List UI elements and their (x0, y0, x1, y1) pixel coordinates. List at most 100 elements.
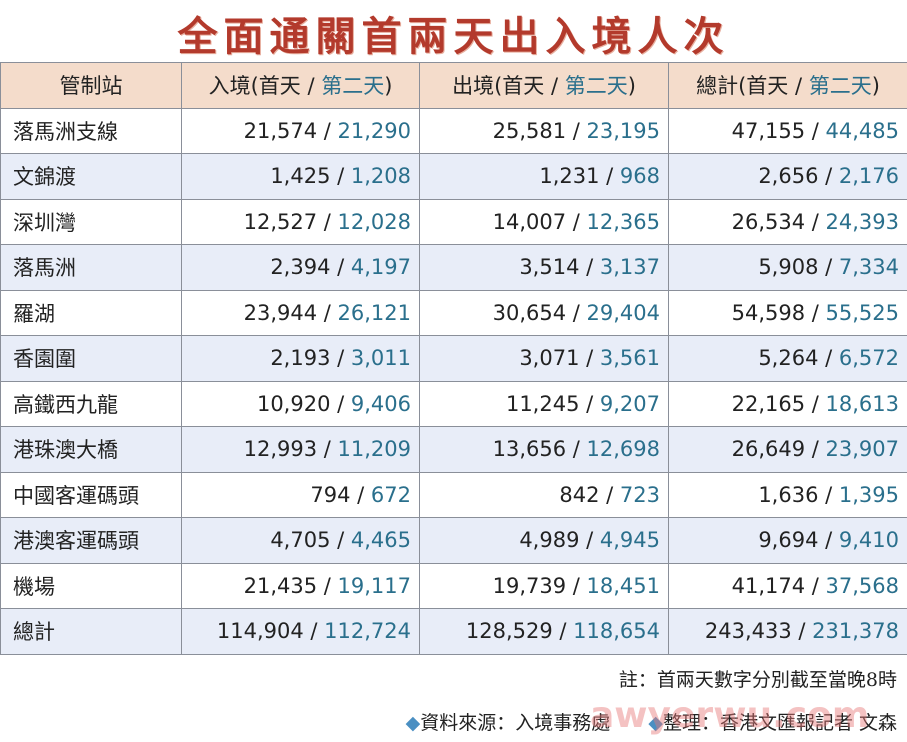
header-total: 總計(首天 / 第二天) (668, 62, 907, 109)
value-cell: 2,394 / 4,197 (181, 244, 420, 291)
day1-value: 1,425 (270, 164, 331, 189)
value-cell: 2,656 / 2,176 (668, 153, 907, 200)
day2-value: 9,410 (838, 528, 899, 553)
day1-value: 13,656 (492, 437, 567, 462)
value-cell: 114,904 / 112,724 (181, 608, 420, 655)
station-name: 中國客運碼頭 (0, 471, 182, 518)
value-cell: 10,920 / 9,406 (181, 380, 420, 427)
day1-value: 2,656 (758, 164, 819, 189)
value-cell: 4,705 / 4,465 (181, 517, 420, 564)
value-cell: 21,435 / 19,117 (181, 562, 420, 609)
day1-value: 26,534 (731, 209, 806, 234)
day1-value: 47,155 (731, 118, 806, 143)
day1-value: 41,174 (731, 573, 806, 598)
station-name: 機場 (0, 562, 182, 609)
day1-value: 5,908 (758, 255, 819, 280)
day2-value: 18,451 (586, 573, 660, 598)
value-cell: 2,193 / 3,011 (181, 335, 420, 382)
day1-value: 5,264 (758, 346, 819, 371)
day2-value: 9,406 (350, 391, 411, 416)
day1-value: 21,435 (243, 573, 318, 598)
value-cell: 26,534 / 24,393 (668, 198, 907, 245)
day2-value: 29,404 (586, 300, 660, 325)
day1-value: 23,944 (243, 300, 318, 325)
day2-value: 37,568 (825, 573, 899, 598)
header-departure: 出境(首天 / 第二天) (419, 62, 669, 109)
day1-value: 2,193 (270, 346, 331, 371)
value-cell: 1,231 / 968 (419, 153, 669, 200)
value-cell: 22,165 / 18,613 (668, 380, 907, 427)
day1-value: 19,739 (492, 573, 567, 598)
day1-value: 1,231 (539, 164, 600, 189)
day2-value: 672 (370, 482, 411, 507)
day2-value: 4,945 (599, 528, 660, 553)
day1-value: 128,529 (465, 619, 553, 644)
day2-value: 3,011 (350, 346, 411, 371)
day2-value: 3,561 (599, 346, 660, 371)
day2-value: 118,654 (573, 619, 660, 644)
table-row: 機場 21,435 / 19,117 19,739 / 18,451 41,174 /… (0, 562, 907, 609)
value-cell: 26,649 / 23,907 (668, 426, 907, 473)
day1-value: 12,993 (243, 437, 318, 462)
value-cell: 794 / 672 (181, 471, 420, 518)
day1-value: 1,636 (758, 482, 819, 507)
value-cell: 54,598 / 55,525 (668, 289, 907, 336)
value-cell: 12,527 / 12,028 (181, 198, 420, 245)
value-cell: 842 / 723 (419, 471, 669, 518)
day2-value: 12,698 (586, 437, 660, 462)
header-arrival: 入境(首天 / 第二天) (181, 62, 420, 109)
day1-value: 3,514 (519, 255, 580, 280)
day2-value: 11,209 (337, 437, 411, 462)
day1-value: 9,694 (758, 528, 819, 553)
day2-value: 1,208 (350, 164, 411, 189)
value-cell: 3,071 / 3,561 (419, 335, 669, 382)
table-row: 文錦渡 1,425 / 1,208 1,231 / 968 2,656 / 2,176 (0, 153, 907, 200)
table-header: 管制站 入境(首天 / 第二天) 出境(首天 / 第二天) 總計(首天 / 第二… (0, 62, 907, 109)
table-row: 高鐵西九龍 10,920 / 9,406 11,245 / 9,207 22,165 … (0, 380, 907, 427)
table-row: 落馬洲支線 21,574 / 21,290 25,581 / 23,195 47,15… (0, 107, 907, 154)
table-row: 深圳灣 12,527 / 12,028 14,007 / 12,365 26,534 … (0, 198, 907, 245)
value-cell: 13,656 / 12,698 (419, 426, 669, 473)
diamond-icon: ◆ (405, 712, 421, 734)
day1-value: 4,705 (270, 528, 331, 553)
day2-value: 23,195 (586, 118, 660, 143)
station-name: 港珠澳大橋 (0, 426, 182, 473)
day2-value: 7,334 (838, 255, 899, 280)
page-title: 全面通關首兩天出入境人次 (177, 14, 730, 60)
table-row: 港澳客運碼頭 4,705 / 4,465 4,989 / 4,945 9,694 / … (0, 517, 907, 564)
day1-value: 4,989 (519, 528, 580, 553)
day1-value: 26,649 (731, 437, 806, 462)
value-cell: 21,574 / 21,290 (181, 107, 420, 154)
station-name: 深圳灣 (0, 198, 182, 245)
day2-value: 6,572 (838, 346, 899, 371)
value-cell: 128,529 / 118,654 (419, 608, 669, 655)
day2-value: 4,197 (350, 255, 411, 280)
value-cell: 4,989 / 4,945 (419, 517, 669, 564)
day2-value: 1,395 (838, 482, 899, 507)
table-row: 港珠澳大橋 12,993 / 11,209 13,656 / 12,698 26,64… (0, 426, 907, 473)
station-name: 羅湖 (0, 289, 182, 336)
day1-value: 3,071 (519, 346, 580, 371)
day2-value: 18,613 (825, 391, 899, 416)
value-cell: 3,514 / 3,137 (419, 244, 669, 291)
value-cell: 1,636 / 1,395 (668, 471, 907, 518)
day2-value: 23,907 (825, 437, 899, 462)
day2-value: 9,207 (599, 391, 660, 416)
table-row: 香園圍 2,193 / 3,011 3,071 / 3,561 5,264 / 6,5… (0, 335, 907, 382)
table-row: 中國客運碼頭 794 / 672 842 / 723 1,636 / 1,395 (0, 471, 907, 518)
day1-value: 11,245 (505, 391, 580, 416)
station-name: 落馬洲支線 (0, 107, 182, 154)
day1-value: 14,007 (492, 209, 567, 234)
station-name: 香園圍 (0, 335, 182, 382)
day2-value: 21,290 (337, 118, 411, 143)
value-cell: 23,944 / 26,121 (181, 289, 420, 336)
day1-value: 25,581 (492, 118, 567, 143)
day2-value: 4,465 (350, 528, 411, 553)
day2-value: 26,121 (337, 300, 411, 325)
diamond-icon: ◆ (648, 712, 663, 734)
station-name: 文錦渡 (0, 153, 182, 200)
day1-value: 54,598 (731, 300, 806, 325)
value-cell: 5,908 / 7,334 (668, 244, 907, 291)
station-name: 落馬洲 (0, 244, 182, 291)
day2-value: 231,378 (812, 619, 899, 644)
